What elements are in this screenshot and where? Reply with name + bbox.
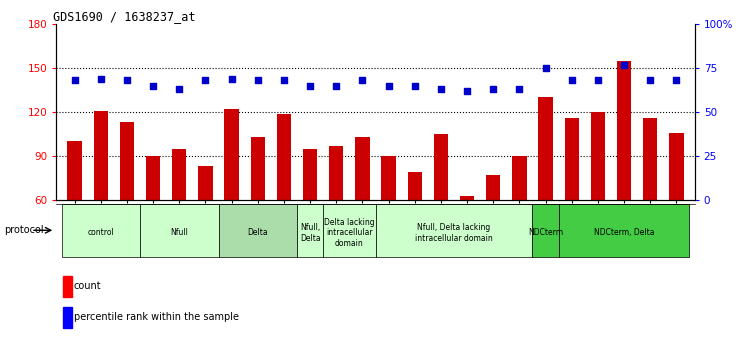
Bar <box>532 204 559 257</box>
Point <box>566 78 578 83</box>
Bar <box>323 204 376 257</box>
Point <box>618 62 630 67</box>
Text: protocol: protocol <box>4 225 44 235</box>
Point <box>644 78 656 83</box>
Point <box>252 78 264 83</box>
Bar <box>62 276 72 297</box>
Bar <box>225 109 239 288</box>
Bar <box>94 111 108 288</box>
Bar <box>512 156 526 288</box>
Point <box>487 87 499 92</box>
Point <box>382 83 394 89</box>
Text: Nfull: Nfull <box>170 228 189 237</box>
Point <box>121 78 133 83</box>
Bar <box>486 175 500 288</box>
Text: Delta: Delta <box>248 228 268 237</box>
Bar <box>565 118 579 288</box>
Bar <box>119 122 134 288</box>
Point <box>95 76 107 81</box>
Point <box>514 87 526 92</box>
Bar <box>643 118 657 288</box>
Text: Nfull,
Delta: Nfull, Delta <box>300 223 321 243</box>
Point <box>225 76 237 81</box>
Text: Nfull, Delta lacking
intracellular domain: Nfull, Delta lacking intracellular domai… <box>415 223 493 243</box>
Point <box>592 78 604 83</box>
Bar <box>559 204 689 257</box>
Text: NDCterm: NDCterm <box>528 228 563 237</box>
Bar <box>460 196 475 288</box>
Bar <box>140 204 219 257</box>
Text: control: control <box>87 228 114 237</box>
Bar <box>303 149 317 288</box>
Bar <box>376 204 532 257</box>
Bar <box>276 114 291 288</box>
Text: GDS1690 / 1638237_at: GDS1690 / 1638237_at <box>53 10 195 23</box>
Point <box>173 87 185 92</box>
Point <box>461 88 473 94</box>
Point <box>357 78 369 83</box>
Bar <box>198 166 213 288</box>
Bar <box>538 98 553 288</box>
Bar <box>172 149 186 288</box>
Text: count: count <box>74 282 101 291</box>
Bar <box>591 112 605 288</box>
Bar <box>434 134 448 288</box>
Bar <box>251 137 265 288</box>
Bar <box>146 156 160 288</box>
Point <box>304 83 316 89</box>
Bar <box>408 172 422 288</box>
Bar <box>382 156 396 288</box>
Bar <box>617 61 632 288</box>
Bar <box>329 146 343 288</box>
Text: Delta lacking
intracellular
domain: Delta lacking intracellular domain <box>324 218 375 248</box>
Bar <box>669 133 683 288</box>
Point <box>147 83 159 89</box>
Point <box>330 83 342 89</box>
Bar <box>62 307 72 328</box>
Bar <box>62 204 140 257</box>
Point <box>200 78 212 83</box>
Point <box>671 78 683 83</box>
Point <box>435 87 447 92</box>
Bar <box>219 204 297 257</box>
Text: percentile rank within the sample: percentile rank within the sample <box>74 313 239 322</box>
Point <box>409 83 421 89</box>
Bar <box>297 204 323 257</box>
Point <box>539 66 551 71</box>
Point <box>278 78 290 83</box>
Point <box>68 78 80 83</box>
Text: NDCterm, Delta: NDCterm, Delta <box>594 228 654 237</box>
Bar <box>68 141 82 288</box>
Bar <box>355 137 369 288</box>
